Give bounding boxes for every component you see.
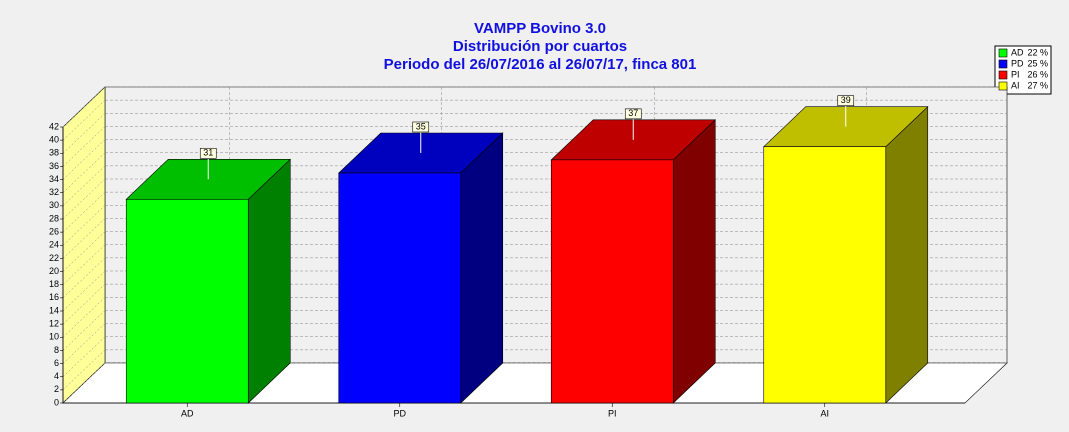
label-box [199,147,217,159]
y-tick-label: 0 [54,397,59,407]
legend-share: 22 % [1027,47,1048,57]
y-tick-label: 4 [54,371,59,381]
grid-line [62,244,106,285]
legend-swatch [998,48,1008,58]
y-tick-label: 32 [49,187,59,197]
legend-label: PI [1011,69,1020,79]
chart-subtitle: Distribución por cuartos [453,38,627,55]
bar [763,146,887,404]
grid-line [62,86,106,128]
y-tick-label: 34 [49,174,59,184]
bar-side [247,158,291,404]
grid-line [62,126,106,167]
label-box [837,95,855,107]
y-tick-label: 6 [54,358,59,368]
y-tick-label: 12 [49,319,59,329]
bar-side [460,132,504,404]
grid-line [62,178,106,220]
y-tick-label: 40 [49,135,59,145]
bar [338,172,462,404]
y-tick-label: 22 [49,253,59,263]
grid-line [62,165,106,207]
legend-label: AI [1011,80,1020,90]
grid-line [62,323,106,364]
bar-side [672,119,716,404]
value-label: 39 [841,95,851,105]
y-tick-label: 24 [49,240,59,250]
legend-label: AD [1011,47,1024,57]
y-tick-label: 26 [49,227,59,237]
y-tick-label: 36 [49,161,59,171]
grid-line [62,257,106,299]
legend-share: 26 % [1027,69,1048,79]
legend-swatch [998,59,1008,69]
grid-line [62,310,106,351]
grid-line [62,270,106,312]
x-tick-label: AD [181,408,194,418]
y-tick-label: 28 [49,213,59,223]
grid-line [62,336,106,377]
grid-line [62,218,106,259]
x-tick-label: AI [820,408,829,418]
grid-line [62,152,106,193]
grid-line [62,139,106,180]
y-tick-label: 10 [49,332,59,342]
y-tick-label: 16 [49,292,59,302]
value-label: 35 [416,121,426,131]
legend-share: 25 % [1027,58,1048,68]
grid-line [62,297,106,338]
y-tick-label: 18 [49,279,59,289]
label-box [624,108,642,120]
x-tick-label: PD [393,408,406,418]
y-tick-label: 20 [49,266,59,276]
chart-title: VAMPP Bovino 3.0 [474,20,606,37]
legend-label: PD [1011,58,1024,68]
bar-side [885,106,929,404]
bar [125,198,249,404]
grid-line [62,231,106,272]
grid-line [62,191,106,233]
grid-line [62,113,106,154]
value-label: 37 [628,108,638,118]
y-tick-label: 8 [54,345,59,355]
grid-line [62,362,106,404]
y-tick-label: 14 [49,305,59,315]
bar [550,159,674,404]
y-tick-label: 30 [49,200,59,210]
legend-share: 27 % [1027,80,1048,90]
grid-line [62,99,106,141]
label-box [412,121,430,133]
y-tick-label: 2 [54,384,59,394]
grid-line [62,349,106,391]
grid-line [62,205,106,246]
grid-line [62,283,106,325]
legend-swatch [998,70,1008,80]
x-tick-label: PI [608,408,617,418]
value-label: 31 [203,148,213,158]
chart-subtitle: Periodo del 26/07/2016 al 26/07/17, finc… [384,56,697,73]
y-tick-label: 38 [49,148,59,158]
y-tick-label: 42 [49,121,59,131]
legend-swatch [998,81,1008,91]
